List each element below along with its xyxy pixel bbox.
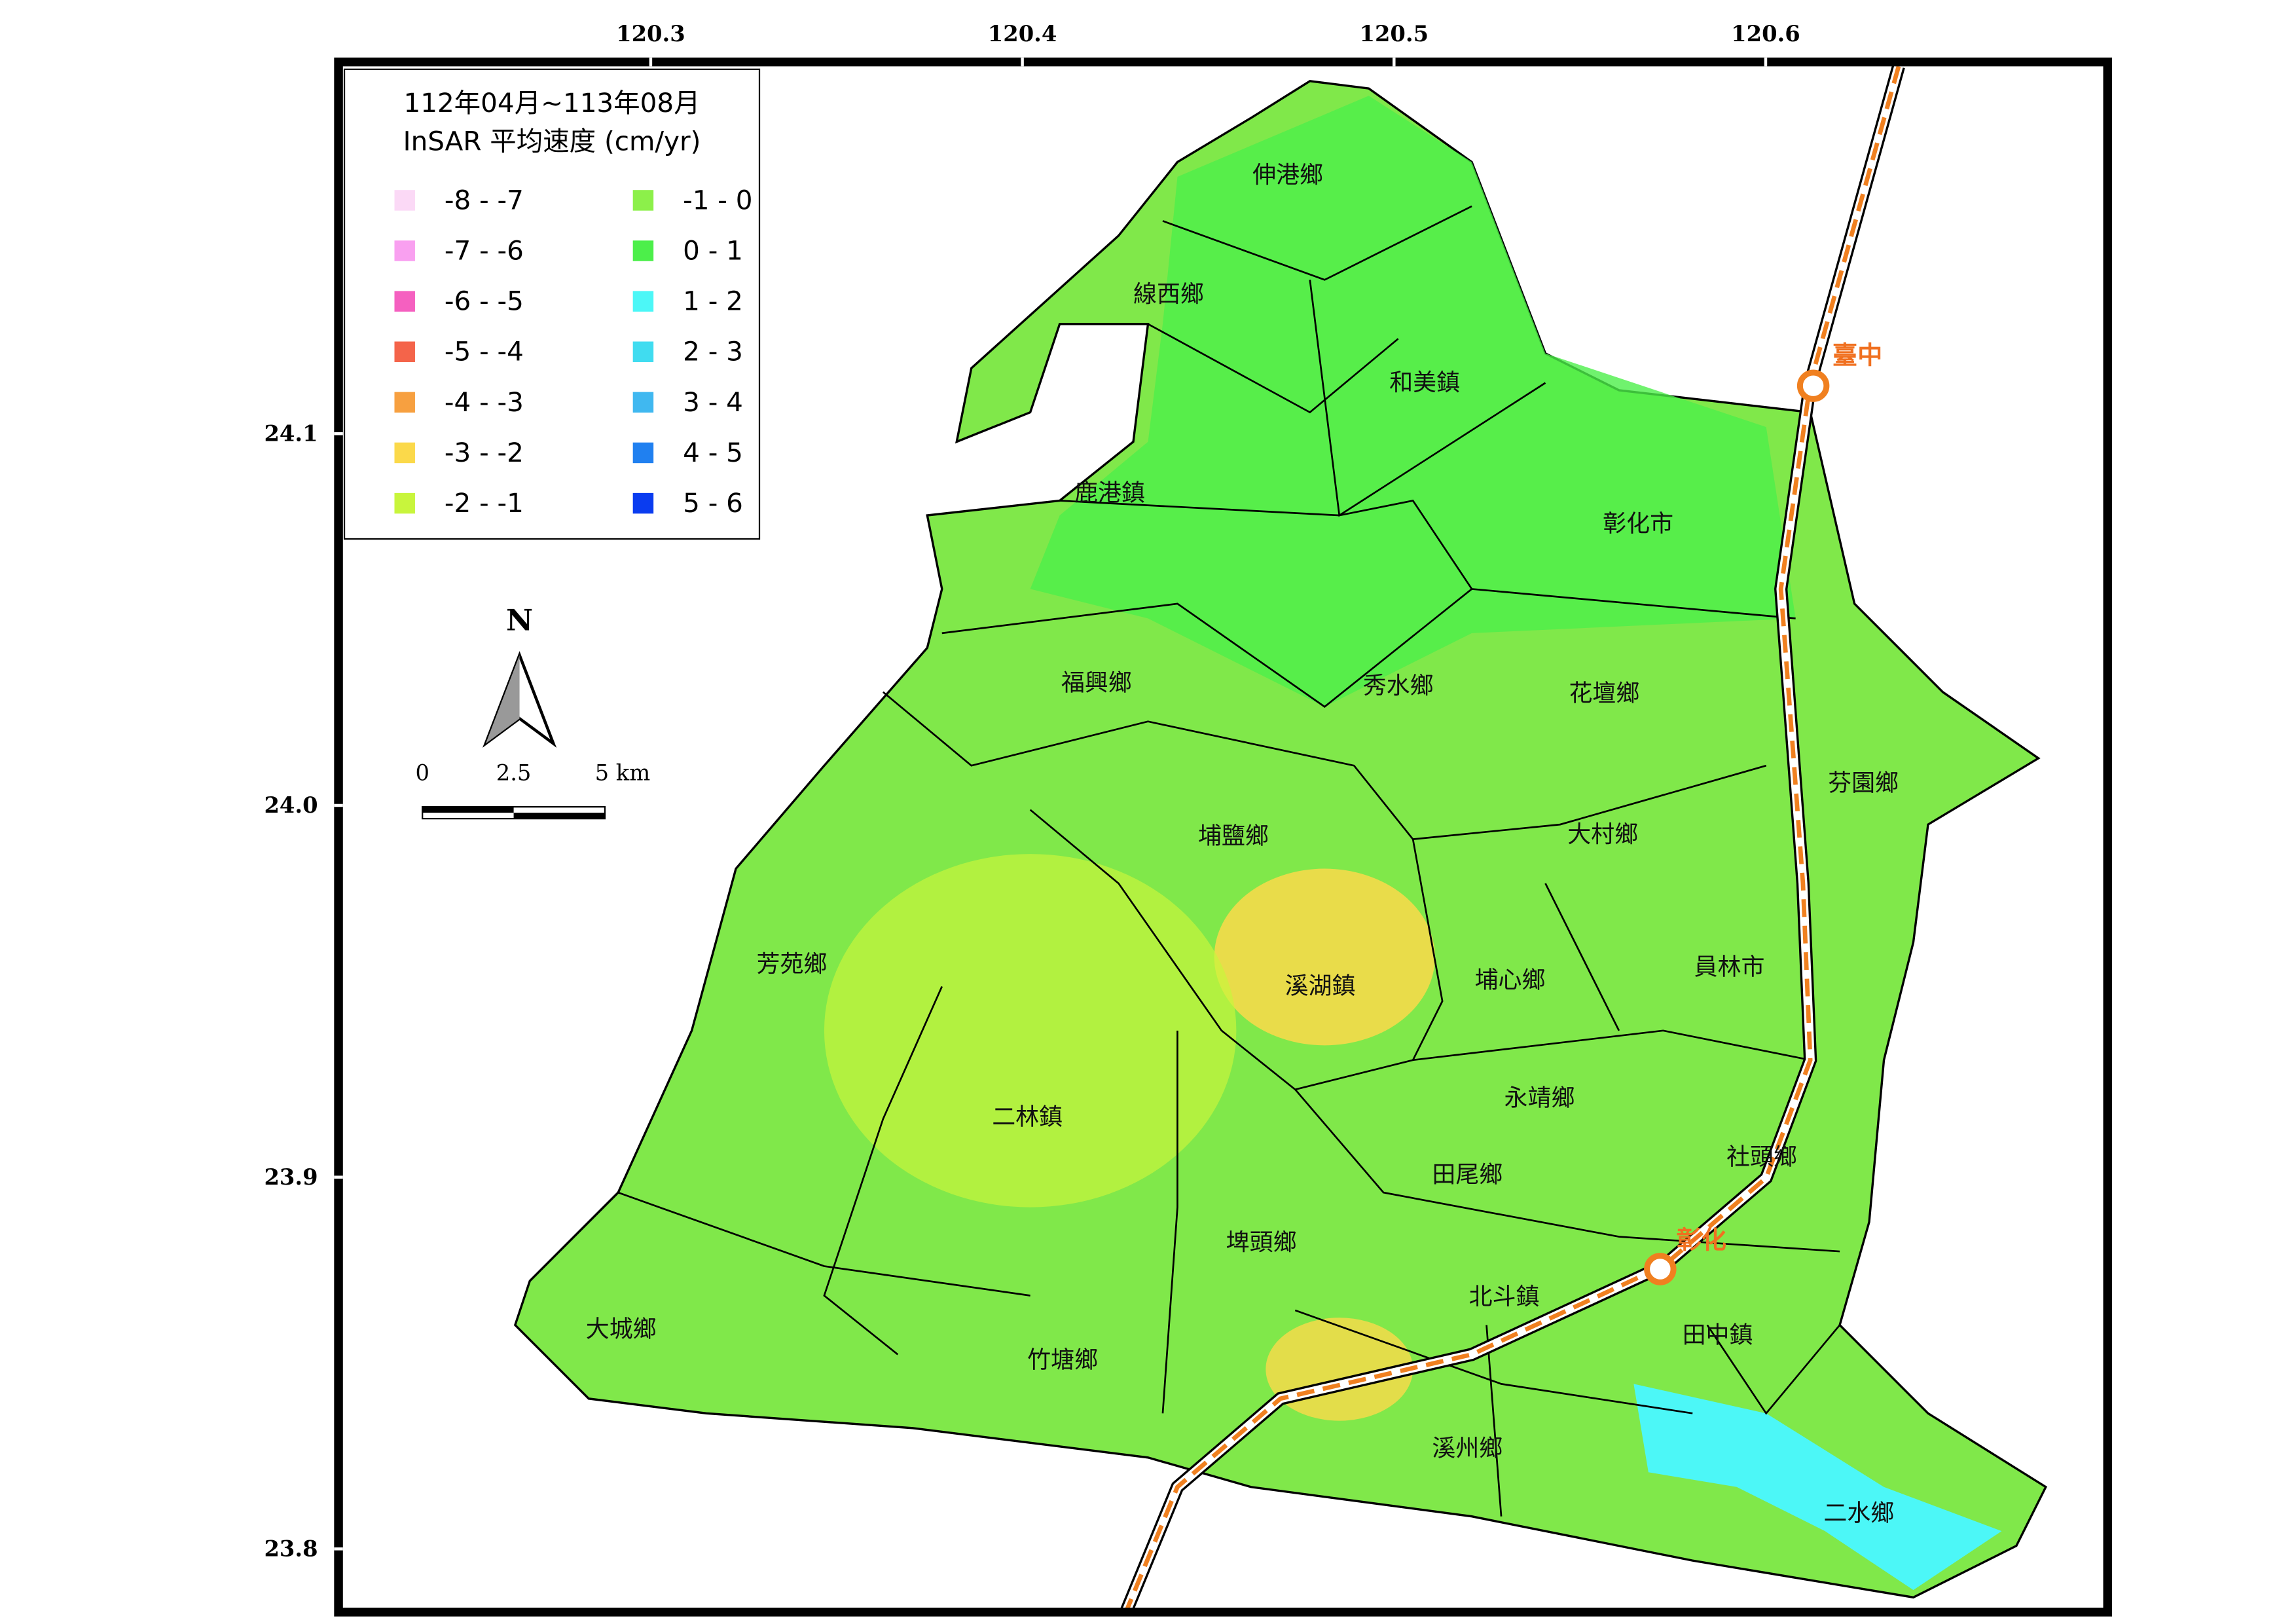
- township-label: 社頭鄉: [1726, 1143, 1797, 1170]
- township-label: 溪湖鎮: [1285, 973, 1356, 1000]
- legend-swatch: [394, 291, 415, 312]
- township-label: 福興鄉: [1061, 670, 1132, 697]
- legend-swatch: [394, 442, 415, 464]
- township-label: 埔心鄉: [1475, 967, 1546, 994]
- legend-label: 1 - 2: [683, 286, 743, 317]
- mild-zone: [824, 854, 1237, 1208]
- railway: [1123, 65, 1901, 1614]
- township-label: 埔鹽鄉: [1198, 822, 1269, 849]
- station: [1796, 369, 1830, 402]
- legend-label: -8 - -7: [445, 184, 524, 215]
- scale-label: 2.5: [496, 760, 532, 786]
- legend-swatch: [394, 190, 415, 211]
- legend-label: 4 - 5: [683, 437, 743, 468]
- legend-label: -3 - -2: [445, 437, 524, 468]
- township-label: 線西鄉: [1133, 281, 1204, 308]
- township-label: 竹塘鄉: [1027, 1347, 1098, 1374]
- station: [1644, 1253, 1677, 1285]
- legend-label: 0 - 1: [683, 235, 743, 267]
- legend-title: InSAR 平均速度 (cm/yr): [403, 125, 701, 157]
- north-label: N: [506, 602, 533, 637]
- lon-tick-label: 120.5: [1359, 20, 1429, 46]
- township-label: 芬園鄉: [1828, 769, 1899, 796]
- township-boundaries: [617, 205, 1841, 1517]
- township-label: 和美鎮: [1389, 369, 1460, 396]
- legend-swatch: [394, 392, 415, 413]
- township-label: 彰化市: [1603, 511, 1673, 538]
- scale-label: 0: [415, 760, 429, 786]
- legend-swatch: [394, 240, 415, 261]
- township-label: 芳苑鄉: [757, 951, 828, 978]
- township-label: 埤頭鄉: [1226, 1229, 1297, 1256]
- township-label: 二林鎮: [992, 1104, 1063, 1131]
- legend-label: -7 - -6: [445, 235, 524, 267]
- township-label: 鹿港鎮: [1074, 480, 1145, 507]
- legend-swatch: [632, 492, 654, 514]
- township-label: 永靖鄉: [1504, 1084, 1575, 1111]
- station-label: 臺中: [1832, 341, 1882, 370]
- township-label: 田尾鄉: [1432, 1161, 1503, 1188]
- township-label: 溪州鄉: [1432, 1435, 1503, 1462]
- legend-swatch: [632, 190, 654, 211]
- legend-label: -2 - -1: [445, 487, 524, 519]
- green-zone: [1030, 96, 1796, 707]
- township-label: 田中鎮: [1683, 1321, 1753, 1348]
- legend-label: -6 - -5: [445, 286, 524, 317]
- township-label: 花壇鄉: [1569, 680, 1639, 707]
- township-label: 員林市: [1694, 953, 1765, 980]
- township-label: 大城鄉: [586, 1316, 657, 1342]
- legend-swatch: [632, 341, 654, 362]
- township-label: 伸港鄉: [1252, 162, 1323, 189]
- lon-tick-label: 120.3: [616, 20, 685, 46]
- north-arrow: [485, 655, 520, 744]
- scale-label: 5 km: [595, 760, 651, 786]
- lat-tick-label: 23.9: [264, 1164, 318, 1190]
- legend-swatch: [632, 442, 654, 464]
- legend-label: 2 - 3: [683, 336, 743, 367]
- township-label: 北斗鎮: [1469, 1283, 1540, 1310]
- scale-bar: [513, 813, 605, 819]
- township-label: 秀水鄉: [1363, 673, 1434, 699]
- legend-label: -1 - 0: [683, 184, 752, 215]
- township-label: 大村鄉: [1567, 821, 1638, 848]
- lat-tick-label: 23.8: [264, 1536, 318, 1562]
- legend-label: 5 - 6: [683, 487, 743, 519]
- station-label: 彰化: [1677, 1226, 1726, 1255]
- subsidence-zone: [1214, 868, 1435, 1046]
- uplift-zone: [1633, 1384, 2002, 1591]
- scale-bar: [422, 807, 514, 813]
- legend-swatch: [632, 240, 654, 261]
- legend-swatch: [394, 492, 415, 514]
- lon-tick-label: 120.4: [988, 20, 1057, 46]
- legend-swatch: [632, 291, 654, 312]
- legend-label: -5 - -4: [445, 336, 524, 367]
- legend-label: -4 - -3: [445, 386, 524, 418]
- legend-label: 3 - 4: [683, 386, 743, 418]
- lat-tick-label: 24.1: [264, 420, 318, 447]
- lat-tick-label: 24.0: [264, 792, 318, 818]
- township-label: 二水鄉: [1823, 1500, 1894, 1526]
- lon-tick-label: 120.6: [1731, 20, 1800, 46]
- map-frame: [334, 57, 2112, 1617]
- legend-swatch: [632, 392, 654, 413]
- legend-title: 112年04月~113年08月: [403, 87, 700, 119]
- legend-swatch: [394, 341, 415, 362]
